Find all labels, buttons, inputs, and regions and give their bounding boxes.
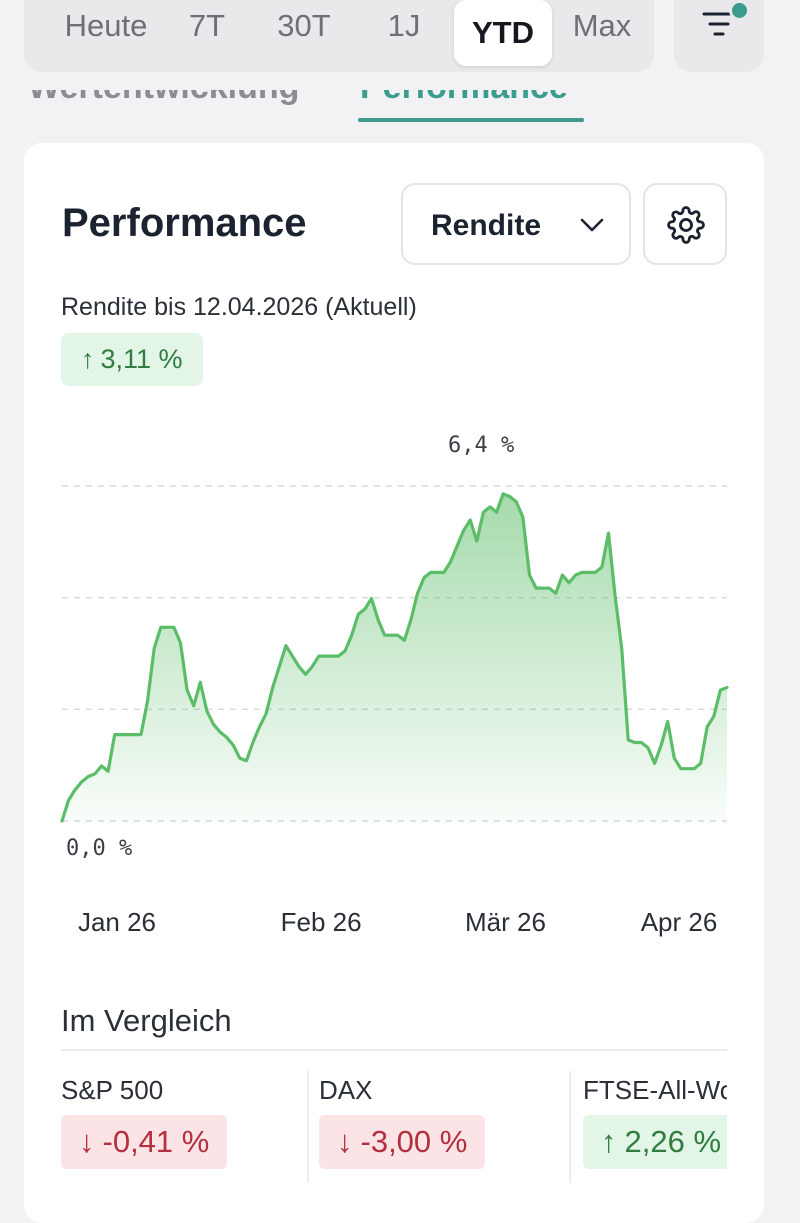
time-range-selector: Heute 7T 30T 1J YTD Max <box>24 0 654 72</box>
comparison-item-dax[interactable]: DAX ↓ -3,00 % <box>319 1053 579 1183</box>
chart-x-tick-label: Jan 26 <box>78 907 156 937</box>
metric-dropdown-label: Rendite <box>431 209 542 242</box>
gear-icon <box>667 206 705 244</box>
arrow-up-icon: ↑ <box>81 344 95 374</box>
arrow-down-icon: ↓ <box>79 1124 95 1159</box>
chart-x-tick-label: Feb 26 <box>281 907 362 937</box>
range-ytd-button[interactable]: YTD <box>454 0 552 66</box>
performance-card: Performance Rendite Rendite bis 12.04.20… <box>24 143 764 1223</box>
arrow-up-icon: ↑ <box>601 1124 617 1159</box>
comparison-title: Im Vergleich <box>61 1003 232 1038</box>
comparison-item-sp500[interactable]: S&P 500 ↓ -0,41 % <box>61 1053 321 1183</box>
return-subtitle: Rendite bis 12.04.2026 (Aktuell) <box>61 293 417 321</box>
chart-x-tick-label: Mär 26 <box>465 907 546 937</box>
comparison-divider <box>61 1049 727 1051</box>
chart-area <box>62 493 727 821</box>
filter-active-dot <box>729 0 750 21</box>
metric-dropdown[interactable]: Rendite <box>401 183 631 265</box>
return-badge: ↑ 3,11 % <box>61 333 203 386</box>
chevron-down-icon <box>580 218 604 232</box>
comparison-separator <box>569 1071 571 1183</box>
comparison-value-badge: ↓ -3,00 % <box>319 1115 486 1169</box>
card-title: Performance <box>62 201 307 245</box>
comparison-value: 2,26 % <box>624 1124 722 1159</box>
comparison-value-badge: ↑ 2,26 % <box>583 1115 727 1169</box>
comparison-value: -0,41 % <box>102 1124 210 1159</box>
comparison-name: DAX <box>319 1075 373 1105</box>
performance-chart-svg: 6,4 % 0,0 % Jan 26 Feb 26 Mär 26 Apr 26 <box>60 433 729 937</box>
comparison-name: FTSE-All-World <box>583 1075 727 1105</box>
arrow-down-icon: ↓ <box>337 1124 353 1159</box>
comparison-separator <box>307 1071 309 1183</box>
comparison-list: S&P 500 ↓ -0,41 % DAX ↓ -3,00 % FTSE-All… <box>61 1053 727 1183</box>
filter-button[interactable] <box>674 0 764 72</box>
range-today-button[interactable]: Heute <box>64 8 148 43</box>
comparison-value-badge: ↓ -0,41 % <box>61 1115 228 1169</box>
range-1y-button[interactable]: 1J <box>387 8 421 43</box>
tab-wertentwicklung[interactable]: Wertentwicklung <box>28 90 299 107</box>
chart-x-tick-label: Apr 26 <box>641 907 718 937</box>
comparison-name: S&P 500 <box>61 1075 164 1105</box>
range-7d-button[interactable]: 7T <box>188 8 226 43</box>
chart-min-label: 0,0 % <box>66 836 132 861</box>
active-tab-indicator <box>358 118 584 122</box>
chart-x-axis-labels: Jan 26 Feb 26 Mär 26 Apr 26 <box>78 907 717 937</box>
tab-performance[interactable]: Performance <box>360 90 568 107</box>
comparison-value: -3,00 % <box>360 1124 468 1159</box>
chart-settings-button[interactable] <box>643 183 727 265</box>
return-value: 3,11 % <box>100 344 183 374</box>
chart-max-label: 6,4 % <box>448 433 514 458</box>
section-tabs: Wertentwicklung Performance <box>0 90 800 124</box>
performance-chart[interactable]: 6,4 % 0,0 % Jan 26 Feb 26 Mär 26 Apr 26 <box>24 423 764 943</box>
comparison-item-ftse-all-world[interactable]: FTSE-All-World ↑ 2,26 % <box>583 1053 727 1183</box>
range-max-button[interactable]: Max <box>572 8 632 43</box>
chart-series-line <box>60 492 729 823</box>
range-30d-button[interactable]: 30T <box>277 8 331 43</box>
